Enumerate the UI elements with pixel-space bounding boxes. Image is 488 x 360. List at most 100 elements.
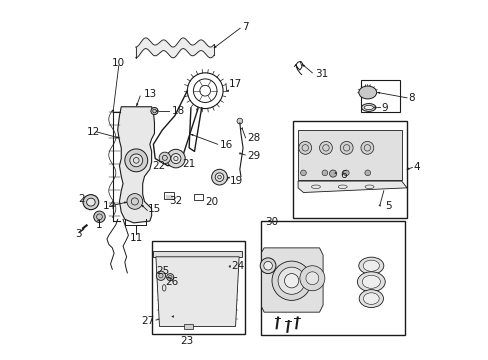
Bar [292,121,406,217]
Text: 15: 15 [147,203,160,213]
Bar [164,192,174,199]
Circle shape [343,170,348,176]
Polygon shape [136,103,138,106]
Ellipse shape [363,293,378,305]
Text: 28: 28 [247,133,260,143]
Text: 24: 24 [231,261,244,271]
Circle shape [299,266,324,291]
Circle shape [166,149,185,168]
Polygon shape [142,205,143,207]
Bar [260,221,405,336]
Polygon shape [171,316,174,317]
Text: 27: 27 [141,316,154,326]
Text: 21: 21 [182,159,195,169]
Bar [183,324,192,329]
Text: 32: 32 [169,197,183,206]
Text: 19: 19 [229,176,242,186]
Text: 14: 14 [102,201,116,211]
Circle shape [319,141,332,154]
Text: 8: 8 [407,93,414,103]
Circle shape [263,261,272,270]
Ellipse shape [358,290,383,307]
Polygon shape [302,64,305,67]
Circle shape [156,271,165,280]
Polygon shape [377,92,379,94]
Text: 17: 17 [228,78,241,89]
Polygon shape [227,177,229,179]
Circle shape [171,154,181,163]
Text: 20: 20 [205,197,218,207]
Polygon shape [190,134,193,136]
Text: 12: 12 [87,127,100,137]
Bar [360,80,399,112]
Text: 2: 2 [79,194,85,203]
Circle shape [237,118,242,124]
Circle shape [305,272,318,285]
Polygon shape [378,204,380,206]
Bar [298,130,401,180]
Circle shape [322,170,327,176]
Polygon shape [156,110,159,112]
Text: 10: 10 [112,58,125,68]
Text: 6: 6 [340,170,346,180]
Circle shape [300,170,305,176]
Circle shape [329,170,336,177]
Text: 5: 5 [384,201,391,211]
Ellipse shape [361,104,375,111]
Polygon shape [239,153,241,154]
Text: 7: 7 [242,22,248,32]
Circle shape [278,267,305,294]
Polygon shape [112,110,114,112]
Text: 26: 26 [165,277,178,287]
Ellipse shape [362,275,380,288]
Text: 31: 31 [314,69,327,79]
Polygon shape [228,265,230,267]
Polygon shape [156,257,239,327]
Bar [151,241,244,334]
Polygon shape [261,248,323,312]
Polygon shape [226,90,228,91]
Text: 1: 1 [96,220,102,230]
Ellipse shape [363,260,379,271]
Circle shape [94,211,105,222]
Text: 22: 22 [152,161,165,171]
Text: 3: 3 [75,229,82,239]
Circle shape [340,141,352,154]
Polygon shape [118,107,154,223]
Ellipse shape [358,86,376,99]
Polygon shape [406,168,408,170]
Text: 16: 16 [219,140,232,150]
Circle shape [298,141,311,154]
Text: 9: 9 [380,103,387,113]
Polygon shape [214,46,216,48]
Text: 4: 4 [412,162,419,172]
Text: 18: 18 [171,106,184,116]
Text: 29: 29 [246,151,260,161]
Circle shape [151,108,158,114]
Text: 25: 25 [156,266,169,276]
Polygon shape [241,128,242,130]
Circle shape [284,274,298,288]
Bar [194,194,203,200]
Ellipse shape [83,195,99,210]
Circle shape [364,170,370,176]
Circle shape [211,169,227,185]
Text: 11: 11 [130,233,143,243]
Polygon shape [374,107,376,108]
Polygon shape [334,172,336,174]
Polygon shape [153,251,241,257]
Ellipse shape [357,272,385,292]
Circle shape [130,154,142,167]
Ellipse shape [358,257,383,274]
Polygon shape [298,181,406,193]
Ellipse shape [364,105,373,110]
Ellipse shape [86,198,95,206]
Circle shape [166,274,173,281]
Text: 13: 13 [143,89,157,99]
Circle shape [215,173,224,181]
Polygon shape [116,136,119,138]
Circle shape [260,258,275,274]
Circle shape [124,149,147,172]
Circle shape [271,261,311,300]
Text: 23: 23 [181,337,194,346]
